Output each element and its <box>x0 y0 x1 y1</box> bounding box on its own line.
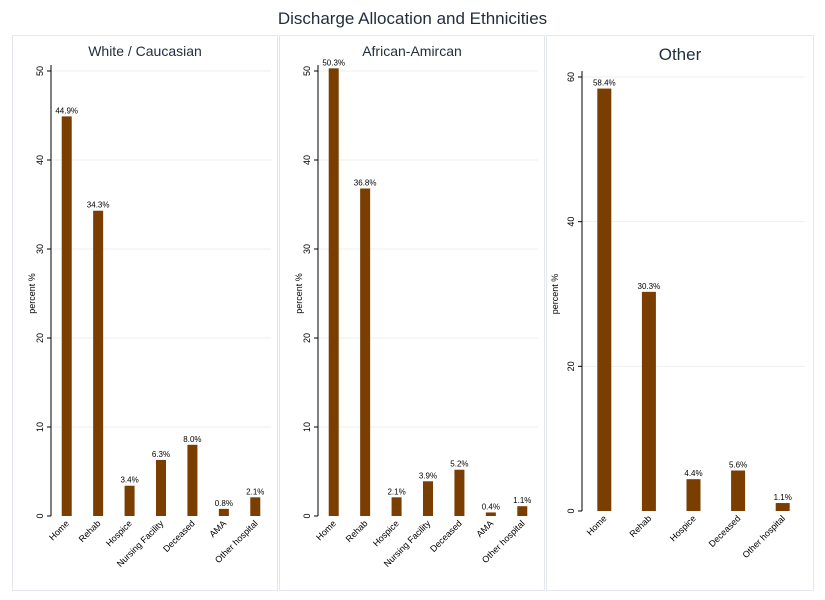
data-label: 50.3% <box>322 58 345 67</box>
x-tick-label: Hospice <box>371 518 401 548</box>
bar-deceased <box>454 469 465 516</box>
x-tick-label: Home <box>585 513 609 537</box>
x-tick-label: Deceased <box>707 513 743 549</box>
chart-title: White / Caucasian <box>88 43 202 59</box>
y-tick-label: 0 <box>566 508 576 513</box>
data-label: 2.1% <box>387 487 405 496</box>
bar-ama <box>218 508 229 516</box>
x-tick-label: Rehab <box>344 518 370 544</box>
chart-white-caucasian: White / Caucasian 0 10 20 30 40 50 percent % 44.… <box>27 43 271 569</box>
bar-nursing-facility <box>423 481 433 516</box>
x-tick-label: Home <box>47 518 71 542</box>
data-label: 5.6% <box>729 460 747 469</box>
bar-ama <box>485 512 496 516</box>
y-tick-label: 20 <box>302 333 312 343</box>
chart-title: African-Amircan <box>362 43 462 59</box>
data-label: 0.8% <box>215 499 233 508</box>
bar-rehab <box>360 188 371 517</box>
data-label: 44.9% <box>55 106 78 115</box>
bar-deceased <box>731 470 746 511</box>
figure-title: Discharge Allocation and Ethnicities <box>277 9 548 28</box>
x-tick-label: Home <box>314 518 338 542</box>
bar-home <box>328 68 339 516</box>
data-label: 58.4% <box>593 79 616 88</box>
data-label: 3.4% <box>120 476 138 485</box>
bar-home <box>597 88 612 511</box>
y-axis-label: percent % <box>294 273 304 314</box>
x-tick-label: AMA <box>207 518 228 539</box>
data-label: 1.1% <box>774 493 792 502</box>
chart-african-american: African-Amircan 0 10 20 30 40 50 percent % 50.3%… <box>294 43 538 569</box>
data-label: 36.8% <box>354 178 377 187</box>
y-tick-label: 40 <box>302 155 312 165</box>
bar-nursing-facility <box>156 459 166 516</box>
y-tick-label: 0 <box>35 513 45 518</box>
data-label: 0.4% <box>482 502 500 511</box>
bar-hospice <box>391 497 402 516</box>
data-label: 34.3% <box>87 201 110 210</box>
y-tick-label: 60 <box>566 72 576 82</box>
bar-other-hospital <box>517 506 528 516</box>
y-tick-label: 10 <box>35 422 45 432</box>
y-tick-label: 50 <box>302 66 312 76</box>
data-label: 5.2% <box>450 460 468 469</box>
y-tick-label: 0 <box>302 513 312 518</box>
chart-panel-african-american: African-Amircan 0 10 20 30 40 50 percent % 50.3%… <box>279 35 545 591</box>
x-tick-label: Deceased <box>161 518 197 554</box>
bar-other-hospital <box>775 503 790 511</box>
bar-hospice <box>686 479 701 511</box>
bar-hospice <box>124 485 135 516</box>
data-label: 6.3% <box>152 450 170 459</box>
x-tick-label: Rehab <box>77 518 103 544</box>
x-tick-label: Rehab <box>627 513 653 539</box>
chart-title: Other <box>659 45 702 64</box>
y-tick-label: 40 <box>566 217 576 227</box>
bar-home <box>61 116 72 516</box>
y-tick-label: 20 <box>566 361 576 371</box>
data-label: 1.1% <box>513 496 531 505</box>
bar-deceased <box>187 444 198 516</box>
x-tick-label: Deceased <box>428 518 464 554</box>
data-label: 4.4% <box>684 469 702 478</box>
y-axis-label: percent % <box>27 273 37 314</box>
x-tick-label: Hospice <box>668 513 698 543</box>
chart-panel-white-caucasian: White / Caucasian 0 10 20 30 40 50 percent % 44.… <box>12 35 278 591</box>
bar-rehab <box>641 291 656 511</box>
bar-other-hospital <box>250 497 261 516</box>
x-tick-label: Other hospital <box>740 513 787 560</box>
bar-rehab <box>93 210 104 517</box>
data-label: 30.3% <box>638 282 661 291</box>
y-tick-label: 20 <box>35 333 45 343</box>
y-tick-label: 50 <box>35 66 45 76</box>
y-tick-label: 40 <box>35 155 45 165</box>
y-tick-label: 30 <box>302 244 312 254</box>
data-label: 8.0% <box>183 435 201 444</box>
data-label: 2.1% <box>246 487 264 496</box>
chart-other: Other 0 20 40 60 percent % 58.4% Home 30.3% Rehab… <box>550 45 805 560</box>
x-tick-label: Hospice <box>104 518 134 548</box>
x-tick-label: AMA <box>474 518 495 539</box>
y-tick-label: 30 <box>35 244 45 254</box>
y-tick-label: 10 <box>302 422 312 432</box>
data-label: 3.9% <box>419 471 437 480</box>
y-axis-label: percent % <box>550 274 560 315</box>
chart-panel-other: Other 0 20 40 60 percent % 58.4% Home 30.3% Rehab… <box>546 35 814 591</box>
